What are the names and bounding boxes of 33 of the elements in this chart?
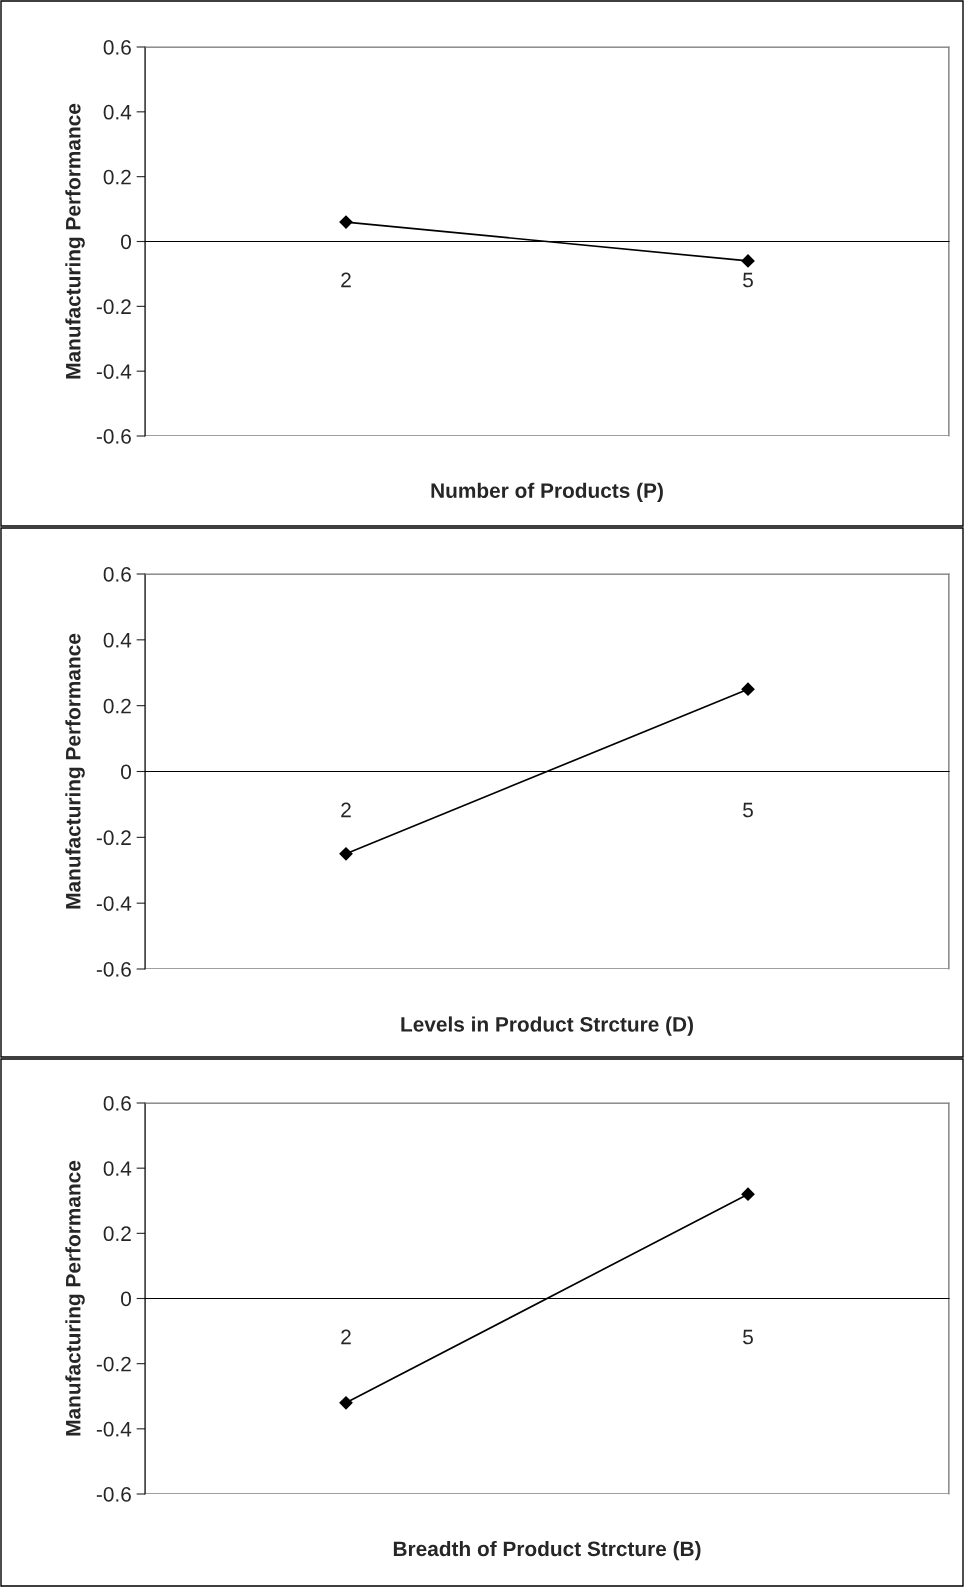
x-tick-label: 2	[341, 1329, 351, 1345]
x-tick-label: 2	[341, 802, 351, 818]
y-tick-label: 0.2	[103, 698, 131, 714]
y-tick-label: -0.2	[96, 299, 131, 315]
y-tick-label: 0	[121, 234, 131, 250]
y-tick-label: -0.4	[96, 1421, 132, 1437]
x-tick-label: 2	[341, 272, 351, 288]
y-tick-label: 0.6	[103, 1096, 131, 1111]
x-axis-title: Levels in Product Strcture (D)	[401, 1016, 693, 1036]
y-tick-label: -0.4	[96, 364, 132, 379]
y-tick-label: -0.6	[96, 429, 131, 444]
y-tick-label: 0.2	[103, 1226, 131, 1242]
y-axis-title: Manufacturing Performance	[65, 633, 85, 909]
y-tick-label: 0.4	[103, 1161, 132, 1176]
x-tick-label: 5	[743, 802, 753, 818]
y-tick-label: -0.2	[96, 1356, 131, 1372]
x-axis-title: Breadth of Product Strcture (B)	[393, 1540, 701, 1561]
x-tick-label: 5	[743, 1329, 753, 1345]
y-axis-title: Manufacturing Performance	[65, 1160, 85, 1436]
y-tick-label: 0.4	[103, 104, 132, 120]
y-tick-label: -0.6	[96, 1487, 131, 1502]
y-tick-label: 0.4	[103, 632, 132, 648]
y-tick-label: 0	[121, 764, 131, 780]
y-tick-label: -0.2	[96, 830, 131, 846]
y-tick-label: 0.6	[103, 567, 131, 582]
y-tick-label: 0.6	[103, 40, 131, 55]
y-tick-label: -0.4	[96, 896, 132, 911]
x-axis-title: Number of Products (P)	[431, 482, 663, 503]
y-tick-label: 0.2	[103, 169, 131, 185]
x-tick-label: 5	[743, 272, 753, 288]
y-tick-label: 0	[121, 1291, 131, 1307]
y-tick-label: -0.6	[96, 962, 131, 977]
y-axis-title: Manufacturing Performance	[65, 103, 85, 379]
